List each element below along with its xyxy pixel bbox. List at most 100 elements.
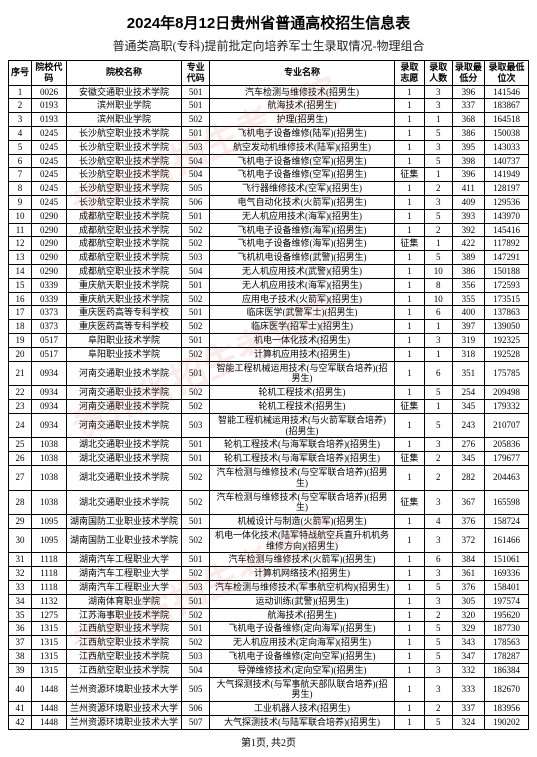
table-cell: 1 (394, 438, 424, 452)
table-cell: 临床医学(招军士)(招男生) (210, 320, 395, 334)
table-cell: 8 (9, 182, 32, 196)
table-cell: 征集 (394, 237, 424, 251)
table-cell: 305 (452, 594, 484, 608)
table-cell: 501 (182, 594, 210, 608)
table-cell: 江西航空职业技术学院 (66, 622, 182, 636)
table-cell: 3 (424, 195, 452, 209)
table-row: 341132湖南体育职业学院501运动训练(武警)(招男生)1330519757… (9, 594, 529, 608)
table-cell: 湖北交通职业技术学院 (66, 465, 182, 490)
table-cell: 1 (424, 399, 452, 413)
table-row: 240934河南交通职业技术学院503智能工程机械运用技术(与火箭军联合培养)(… (9, 413, 529, 438)
table-cell: 飞机电子设备维修(海军)(招男生) (210, 223, 395, 237)
table-cell: 6 (424, 553, 452, 567)
table-cell: 湖北交通职业技术学院 (66, 490, 182, 515)
table-cell: 409 (452, 195, 484, 209)
table-cell: 204463 (485, 465, 529, 490)
table-cell: 502 (182, 528, 210, 553)
table-cell: 1 (394, 465, 424, 490)
table-cell: 31 (9, 553, 32, 567)
table-cell: 征集 (394, 168, 424, 182)
table-cell: 282 (452, 465, 484, 490)
table-cell: 征集 (394, 490, 424, 515)
table-cell: 1038 (32, 490, 67, 515)
table-cell: 长沙航空职业技术学院 (66, 140, 182, 154)
table-cell: 39 (9, 663, 32, 677)
table-cell: 3 (424, 333, 452, 347)
table-cell: 501 (182, 85, 210, 99)
table-cell: 2 (424, 223, 452, 237)
table-cell: 电气自动化技术(火箭军)(招男生) (210, 195, 395, 209)
table-cell: 501 (182, 126, 210, 140)
table-cell: 386 (452, 264, 484, 278)
page-subtitle: 普通类高职(专科)提前批定向培养军士生录取情况-物理组合 (8, 37, 529, 54)
table-cell: 机械设计与制造(火箭军)(招男生) (210, 515, 395, 529)
table-cell: 湖南国防工业职业技术学院 (66, 515, 182, 529)
table-cell: 34 (9, 594, 32, 608)
table-row: 331118湖南汽车工程职业大学503汽车检测与维修技术(军事航空机构)(招男生… (9, 581, 529, 595)
table-cell: 3 (424, 567, 452, 581)
table-cell: 161466 (485, 528, 529, 553)
table-cell: 182670 (485, 677, 529, 702)
table-cell: 1 (394, 154, 424, 168)
table-cell: 征集 (394, 399, 424, 413)
table-cell: 成都航空职业技术学院 (66, 237, 182, 251)
table-cell: 502 (182, 347, 210, 361)
table-cell: 阜阳职业技术学院 (66, 333, 182, 347)
table-cell: 飞机电子设备维修(定向海军)(招男生) (210, 622, 395, 636)
table-cell: 阜阳职业技术学院 (66, 347, 182, 361)
table-cell: 1 (394, 702, 424, 716)
table-cell: 3 (424, 490, 452, 515)
table-cell: 5 (9, 140, 32, 154)
table-cell: 2 (424, 702, 452, 716)
table-cell: 9 (9, 195, 32, 209)
col-seq: 序号 (9, 61, 32, 86)
table-row: 271038湖北交通职业技术学院502汽车检测与维修技术(与空军联合培养)(招男… (9, 465, 529, 490)
table-row: 411448兰州资源环境职业技术大学506工业机器人技术(招男生)1233718… (9, 702, 529, 716)
table-cell: 1 (394, 306, 424, 320)
table-cell: 17 (9, 306, 32, 320)
table-cell: 1 (394, 716, 424, 730)
table-cell: 1132 (32, 594, 67, 608)
table-cell: 长沙航空职业技术学院 (66, 168, 182, 182)
table-cell: 178563 (485, 636, 529, 650)
table-cell: 1 (394, 347, 424, 361)
table-cell: 1 (394, 99, 424, 113)
table-cell: 1 (424, 237, 452, 251)
table-cell: 5 (424, 413, 452, 438)
table-cell: 无人机应用技术(定向海军)(招男生) (210, 636, 395, 650)
table-cell: 502 (182, 320, 210, 334)
table-cell: 151061 (485, 553, 529, 567)
table-cell: 1 (394, 650, 424, 664)
table-cell: 飞机电子设备维修(陆军)(招男生) (210, 126, 395, 140)
table-cell: 1118 (32, 581, 67, 595)
table-cell: 30 (9, 528, 32, 553)
table-cell: 386 (452, 126, 484, 140)
table-cell: 503 (182, 581, 210, 595)
table-cell: 临床医学(武警军士)(招男生) (210, 306, 395, 320)
table-cell: 23 (9, 399, 32, 413)
table-cell: 503 (182, 413, 210, 438)
table-cell: 179677 (485, 452, 529, 466)
table-cell: 367 (452, 490, 484, 515)
table-cell: 389 (452, 251, 484, 265)
table-cell: 141546 (485, 85, 529, 99)
table-cell: 安徽交通职业技术学院 (66, 85, 182, 99)
table-cell: 143970 (485, 209, 529, 223)
table-cell: 1038 (32, 452, 67, 466)
table-cell: 1 (394, 292, 424, 306)
table-cell: 5 (424, 581, 452, 595)
table-cell: 重庆医药高等专科学校 (66, 306, 182, 320)
table-cell: 501 (182, 209, 210, 223)
col-min-score: 录取最低分 (452, 61, 484, 86)
table-row: 100290成都航空职业技术学院501无人机应用技术(海军)(招男生)15393… (9, 209, 529, 223)
table-cell: 1 (424, 113, 452, 127)
table-header-row: 序号 院校代码 院校名称 专业代码 专业名称 录取志愿 录取人数 录取最低分 录… (9, 61, 529, 86)
table-cell: 172593 (485, 278, 529, 292)
table-cell: 无人机应用技术(海军)(招男生) (210, 209, 395, 223)
table-row: 30193滨州职业学院502护理(招男生)11368164518 (9, 113, 529, 127)
table-row: 281038湖北交通职业技术学院502汽车检测与维修技术(与空军联合培养)(招男… (9, 490, 529, 515)
table-cell: 384 (452, 553, 484, 567)
table-cell: 长沙航空职业技术学院 (66, 154, 182, 168)
table-cell: 205836 (485, 438, 529, 452)
table-cell: 501 (182, 99, 210, 113)
